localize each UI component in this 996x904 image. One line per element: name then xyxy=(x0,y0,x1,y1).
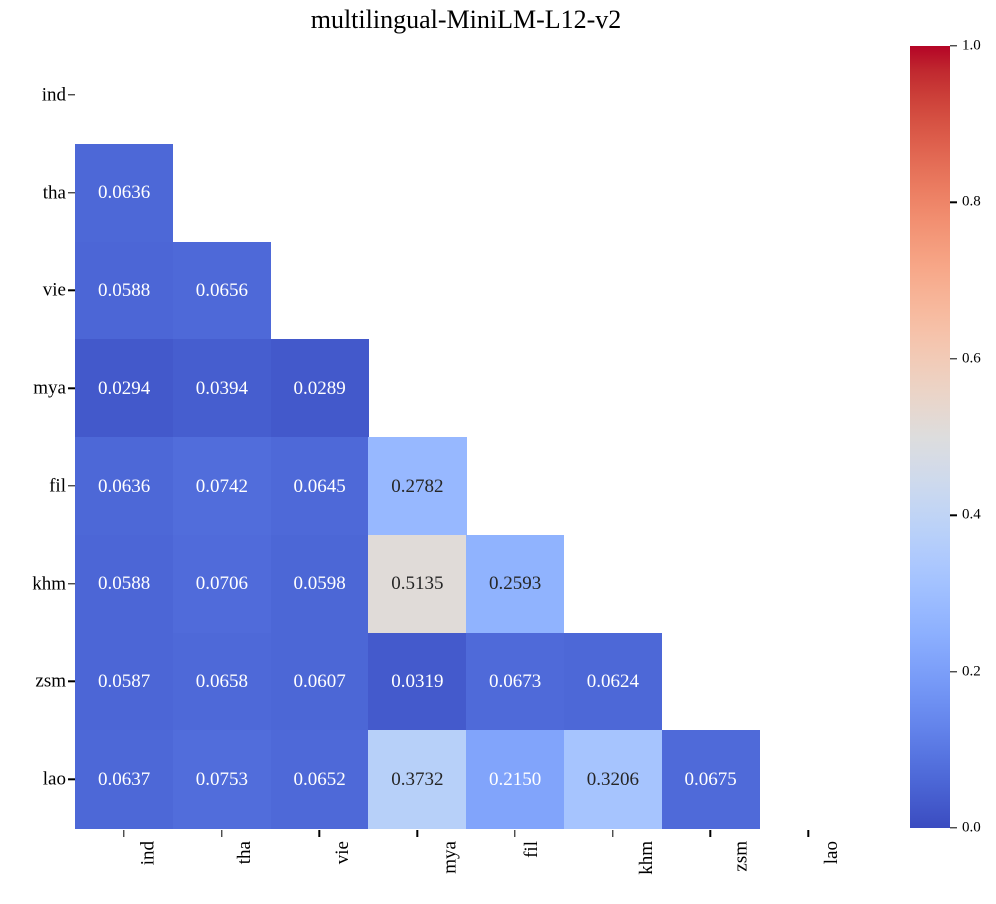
heatmap-cell-vie-tha: 0.0656 xyxy=(172,241,271,340)
y-tick-label-mya: mya xyxy=(33,377,66,399)
colorbar xyxy=(910,46,950,828)
x-tick-mark xyxy=(416,830,418,837)
y-tick-mark xyxy=(68,387,75,389)
x-tick-mark xyxy=(318,830,321,837)
colorbar-tick-label-0.6: 0.6 xyxy=(962,350,981,367)
heatmap-cell-zsm-vie: 0.0607 xyxy=(270,632,369,731)
heatmap-cell-lao-mya: 0.3732 xyxy=(368,730,467,829)
heatmap-cell-zsm-tha: 0.0658 xyxy=(172,632,271,731)
heatmap-cell-khm-mya: 0.5135 xyxy=(368,534,467,633)
y-tick-label-tha: tha xyxy=(42,182,66,204)
heatmap-cell-zsm-mya: 0.0319 xyxy=(368,632,467,731)
y-tick-mark xyxy=(68,191,75,194)
heatmap-cell-fil-ind: 0.0636 xyxy=(75,437,174,536)
heatmap-cell-fil-tha: 0.0742 xyxy=(172,437,271,536)
colorbar-tick-mark xyxy=(950,45,957,47)
heatmap-cell-lao-tha: 0.0753 xyxy=(172,730,271,829)
colorbar-tick-mark xyxy=(950,201,957,204)
x-tick-mark xyxy=(123,830,125,837)
x-tick-label-fil: fil xyxy=(521,841,543,858)
heatmap-cell-khm-tha: 0.0706 xyxy=(172,534,271,633)
heatmap-cell-zsm-khm: 0.0624 xyxy=(563,632,662,731)
x-tick-mark xyxy=(514,830,516,837)
heatmap-cell-tha-ind: 0.0636 xyxy=(75,143,174,242)
heatmap-cell-khm-ind: 0.0588 xyxy=(75,534,174,633)
x-tick-label-ind: ind xyxy=(137,841,159,866)
colorbar-tick-mark xyxy=(950,358,957,360)
x-tick-label-zsm: zsm xyxy=(730,841,752,872)
y-tick-label-fil: fil xyxy=(49,475,66,497)
heatmap-cell-lao-ind: 0.0637 xyxy=(75,730,174,829)
x-tick-mark xyxy=(220,830,223,837)
x-tick-label-khm: khm xyxy=(635,841,657,875)
chart-title: multilingual-MiniLM-L12-v2 xyxy=(310,5,622,34)
colorbar-tick-mark xyxy=(950,670,957,673)
colorbar-tick-label-0.8: 0.8 xyxy=(962,193,981,210)
heatmap-cell-lao-fil: 0.2150 xyxy=(466,730,565,829)
colorbar-tick-label-0.0: 0.0 xyxy=(962,819,981,836)
y-tick-label-zsm: zsm xyxy=(35,670,66,692)
x-tick-label-lao: lao xyxy=(820,841,842,865)
heatmap-cell-fil-vie: 0.0645 xyxy=(270,437,369,536)
colorbar-tick-label-1.0: 1.0 xyxy=(962,37,981,54)
heatmap-cell-zsm-fil: 0.0673 xyxy=(466,632,565,731)
heatmap-cell-mya-tha: 0.0394 xyxy=(172,339,271,438)
y-tick-label-lao: lao xyxy=(42,768,66,790)
x-tick-mark xyxy=(709,830,712,837)
heatmap-cell-vie-ind: 0.0588 xyxy=(75,241,174,340)
y-tick-mark xyxy=(68,289,75,292)
x-tick-label-vie: vie xyxy=(332,841,354,865)
x-tick-mark xyxy=(807,830,809,837)
y-tick-mark xyxy=(68,94,75,96)
x-tick-mark xyxy=(611,830,614,837)
heatmap-cell-mya-vie: 0.0289 xyxy=(270,339,369,438)
colorbar-tick-label-0.2: 0.2 xyxy=(962,663,981,680)
x-tick-label-tha: tha xyxy=(234,841,256,865)
y-tick-mark xyxy=(68,582,75,585)
heatmap-cell-zsm-ind: 0.0587 xyxy=(75,632,174,731)
heatmap-cell-mya-ind: 0.0294 xyxy=(75,339,174,438)
y-tick-label-khm: khm xyxy=(32,573,66,595)
y-tick-label-vie: vie xyxy=(42,279,66,301)
colorbar-tick-label-0.4: 0.4 xyxy=(962,506,981,523)
heatmap-cell-fil-mya: 0.2782 xyxy=(368,437,467,536)
y-tick-mark xyxy=(68,485,75,487)
y-tick-label-ind: ind xyxy=(41,84,66,106)
heatmap-cell-khm-vie: 0.0598 xyxy=(270,534,369,633)
heatmap-cell-lao-zsm: 0.0675 xyxy=(661,730,760,829)
colorbar-tick-mark xyxy=(950,827,957,829)
x-tick-label-mya: mya xyxy=(439,841,461,874)
y-tick-mark xyxy=(68,680,75,683)
colorbar-tick-mark xyxy=(950,514,957,516)
heatmap-cell-khm-fil: 0.2593 xyxy=(466,534,565,633)
heatmap-cell-lao-khm: 0.3206 xyxy=(563,730,662,829)
y-tick-mark xyxy=(68,778,75,780)
heatmap-cell-lao-vie: 0.0652 xyxy=(270,730,369,829)
